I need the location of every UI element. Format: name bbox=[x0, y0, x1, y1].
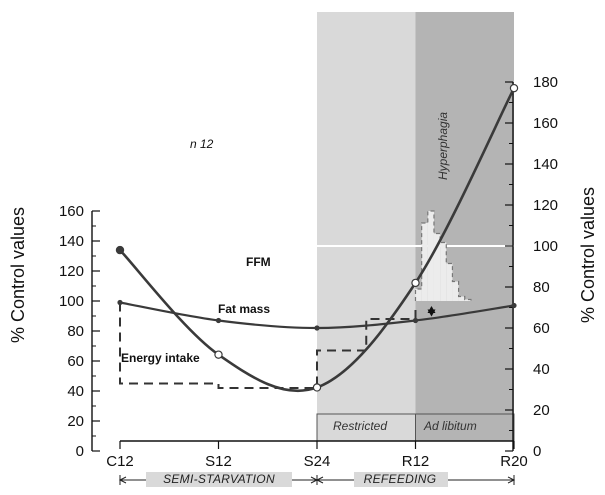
right-axis-title: % Control values bbox=[578, 187, 598, 323]
hyperphagia-bar bbox=[440, 242, 447, 301]
phase-label-refeeding: REFEEDING bbox=[364, 472, 437, 486]
fat-mass-line bbox=[119, 87, 516, 393]
fat-mass-point bbox=[411, 278, 420, 288]
label-layer: n 12 FFM Fat mass Energy intake Hyperpha… bbox=[8, 112, 598, 486]
band-label-ad-libitum: Ad libitum bbox=[423, 419, 477, 433]
series-layer bbox=[115, 83, 519, 393]
ffm-point bbox=[412, 317, 419, 324]
left-tick-label: 40 bbox=[67, 383, 84, 400]
right-tick-label: 40 bbox=[533, 361, 550, 378]
energy-intake-series-label: Energy intake bbox=[121, 351, 200, 365]
x-tick-label: R20 bbox=[500, 453, 528, 470]
right-tick-label: 20 bbox=[533, 402, 550, 419]
fat-mass-point bbox=[509, 83, 519, 93]
hyperphagia-bar bbox=[446, 263, 453, 301]
hyperphagia-bar bbox=[421, 223, 428, 301]
hyperphagia-bar bbox=[433, 233, 441, 301]
ffm-point bbox=[511, 302, 517, 309]
ffm-point bbox=[314, 325, 320, 331]
hyperphagia-bar bbox=[452, 281, 459, 301]
fat-mass-point bbox=[115, 245, 125, 255]
hyperphagia-bar bbox=[464, 299, 471, 301]
band-label-restricted: Restricted bbox=[333, 419, 387, 433]
background-layer bbox=[316, 12, 515, 442]
left-tick-label: 0 bbox=[76, 443, 84, 460]
right-tick-label: 120 bbox=[533, 197, 558, 214]
right-tick-label: 80 bbox=[533, 279, 550, 296]
left-tick-label: 140 bbox=[59, 233, 84, 250]
right-tick-label: 180 bbox=[533, 74, 558, 91]
left-axis-title: % Control values bbox=[8, 207, 28, 343]
left-tick-label: 80 bbox=[67, 323, 84, 340]
gap-arrow-head-down bbox=[427, 309, 436, 317]
right-tick-label: 140 bbox=[533, 156, 558, 173]
hyperphagia-bar bbox=[458, 296, 465, 301]
right-tick-label: 100 bbox=[533, 238, 558, 255]
ffm-point bbox=[117, 299, 123, 306]
axes: 0 20 40 60 80 100 120 140 160 0 20 40 60 80 100 120 140 1… bbox=[59, 74, 558, 487]
x-tick-label: C12 bbox=[106, 453, 134, 470]
left-tick-label: 120 bbox=[59, 263, 84, 280]
left-tick-label: 160 bbox=[59, 203, 84, 220]
ffm-series-label: FFM bbox=[246, 255, 271, 269]
x-tick-label: S24 bbox=[304, 453, 331, 470]
x-tick-label: R12 bbox=[402, 453, 430, 470]
phase-label-semi-starvation: SEMI-STARVATION bbox=[163, 472, 275, 486]
right-tick-label: 160 bbox=[533, 115, 558, 132]
fat-mass-series-label: Fat mass bbox=[218, 302, 270, 316]
band-restricted bbox=[317, 12, 416, 441]
left-tick-label: 20 bbox=[67, 413, 84, 430]
left-tick-label: 60 bbox=[67, 353, 84, 370]
annotation-n: n 12 bbox=[190, 137, 214, 151]
right-tick-label: 60 bbox=[533, 320, 550, 337]
phase-bg-semi-starvation bbox=[146, 472, 292, 487]
ffm-point bbox=[215, 317, 222, 324]
left-tick-label: 100 bbox=[59, 293, 84, 310]
phase-bg-refeeding bbox=[354, 472, 448, 487]
fat-mass-point bbox=[214, 350, 223, 359]
x-tick-label: S12 bbox=[205, 453, 232, 470]
hyperphagia-outline bbox=[414, 210, 472, 301]
right-tick-label: 0 bbox=[533, 443, 541, 460]
hyperphagia-bar bbox=[415, 289, 422, 301]
hyperphagia-label: Hyperphagia bbox=[436, 112, 450, 180]
fat-mass-point bbox=[312, 383, 322, 392]
